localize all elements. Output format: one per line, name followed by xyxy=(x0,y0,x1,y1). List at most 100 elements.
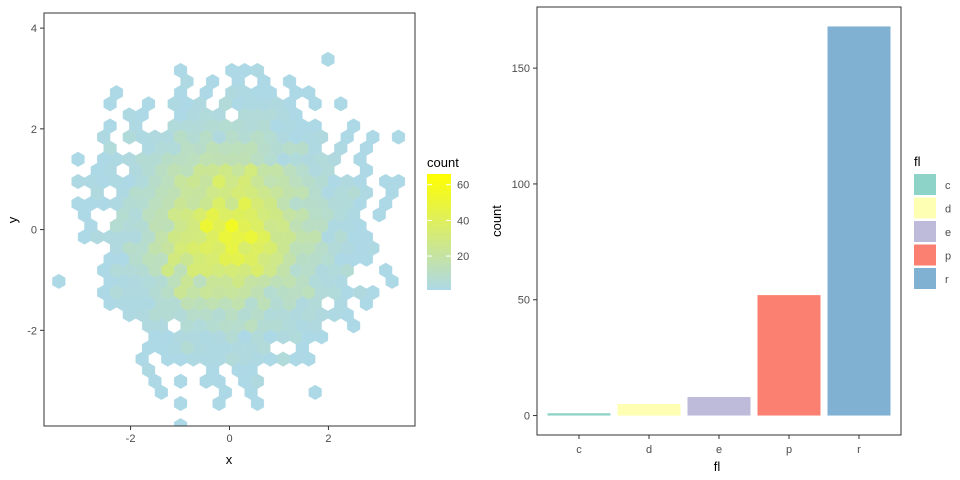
hex-cell xyxy=(122,284,136,301)
fl-legend-label: p xyxy=(945,251,951,263)
bar-e xyxy=(687,397,751,416)
hex-cell xyxy=(174,351,188,367)
hex-cell xyxy=(212,307,226,323)
hex-cell xyxy=(308,162,322,178)
colorbar-tick-label: 60 xyxy=(457,180,469,192)
hex-cell xyxy=(167,140,181,156)
bar-x-tick-label: d xyxy=(646,444,652,456)
fl-legend-label: c xyxy=(945,180,951,192)
hexbin-y-tick-label: -2 xyxy=(27,325,37,337)
hex-cell xyxy=(116,229,130,245)
colorbar-tick-label: 20 xyxy=(457,251,469,263)
hex-cell xyxy=(289,351,303,367)
hex-cell xyxy=(270,96,284,112)
hex-cell xyxy=(199,85,213,101)
count-colorbar xyxy=(427,174,451,290)
hex-cell xyxy=(186,129,200,145)
hex-cell xyxy=(308,384,322,400)
hex-cell xyxy=(238,62,252,79)
hex-cell xyxy=(353,196,367,212)
hex-cell xyxy=(97,262,111,278)
bar-x-tick-label: p xyxy=(786,444,792,456)
count-legend-title: count xyxy=(427,155,459,170)
hex-cell xyxy=(174,418,188,426)
hex-cell xyxy=(193,251,207,267)
hex-cell xyxy=(334,96,348,112)
hex-cell xyxy=(193,185,207,201)
hex-cell xyxy=(167,273,181,289)
hex-cell xyxy=(174,107,188,123)
hex-cell xyxy=(141,229,156,245)
hex-cell xyxy=(263,351,277,367)
hex-cell xyxy=(334,140,348,156)
fl-legend-label: d xyxy=(945,204,951,216)
bar-d xyxy=(617,403,681,416)
hex-cell xyxy=(379,262,393,278)
hex-cell xyxy=(141,140,156,156)
hex-cell xyxy=(359,140,373,156)
hex-cell xyxy=(225,173,239,190)
hex-cell xyxy=(129,251,143,267)
hex-cell xyxy=(212,129,226,145)
hexbin-axes: -2 0 2 -2 0 2 4 xyxy=(27,23,331,445)
hex-cell xyxy=(391,173,406,190)
hex-cell xyxy=(347,118,361,134)
hex-cell xyxy=(174,373,188,389)
hex-cell xyxy=(122,307,136,323)
hex-cell xyxy=(238,329,252,345)
hex-cell xyxy=(103,296,117,312)
colorbar-tick-label: 40 xyxy=(457,215,469,227)
hex-cell xyxy=(180,74,194,90)
hex-cell xyxy=(193,229,207,245)
hex-cell xyxy=(167,296,181,312)
hex-cell xyxy=(289,240,303,256)
hex-cell xyxy=(238,307,252,323)
hex-cell xyxy=(276,262,290,278)
count-legend: count 20 40 60 xyxy=(427,155,469,290)
bar-y-axis-title: count xyxy=(489,205,504,237)
hex-cell xyxy=(321,273,335,289)
hex-cell xyxy=(315,240,329,256)
hex-cell xyxy=(90,162,104,178)
bar-y-tick-label: 50 xyxy=(518,295,530,307)
hex-cell xyxy=(122,107,136,123)
hex-cell xyxy=(109,85,124,101)
hex-cell xyxy=(109,151,124,167)
hex-cell xyxy=(289,196,303,212)
fl-legend-key-c xyxy=(914,174,936,195)
hex-cell xyxy=(52,273,66,289)
hexbin-x-tick-label: 0 xyxy=(226,433,232,445)
hex-cell xyxy=(193,273,207,289)
bar-axes: c d e p r 0 50 100 150 xyxy=(512,63,862,456)
bar-y-tick-label: 150 xyxy=(512,63,530,75)
hex-cell xyxy=(218,229,233,245)
hex-cell xyxy=(321,51,335,67)
hexbin-y-tick-label: 2 xyxy=(31,124,37,136)
hex-cell xyxy=(129,207,143,223)
hexbin-x-tick-label: 2 xyxy=(325,433,331,445)
hex-cell xyxy=(359,251,373,267)
hex-cell xyxy=(391,129,406,145)
hex-cell xyxy=(218,384,233,400)
hex-cell xyxy=(263,329,277,345)
hex-cell xyxy=(257,296,271,312)
hex-cell xyxy=(122,129,136,145)
bar-marks xyxy=(547,26,891,416)
hex-cell xyxy=(263,218,277,234)
hex-cell xyxy=(327,218,341,234)
hex-cell xyxy=(302,307,316,323)
hexbin-y-tick-label: 4 xyxy=(31,23,37,35)
fl-legend-key-r xyxy=(914,268,936,289)
hex-cell xyxy=(212,262,226,278)
hex-cell xyxy=(129,162,143,178)
hexbin-y-tick-label: 0 xyxy=(31,225,37,237)
bar-y-tick-label: 100 xyxy=(512,179,530,191)
hex-cell xyxy=(340,307,354,323)
hex-cell xyxy=(257,118,271,134)
fl-legend-title: fl xyxy=(914,154,921,169)
bar-x-tick-label: r xyxy=(857,444,861,456)
bar-c xyxy=(547,413,611,416)
hexbin-chart: -2 0 2 -2 0 2 4 x y count 20 40 60 xyxy=(5,12,469,467)
